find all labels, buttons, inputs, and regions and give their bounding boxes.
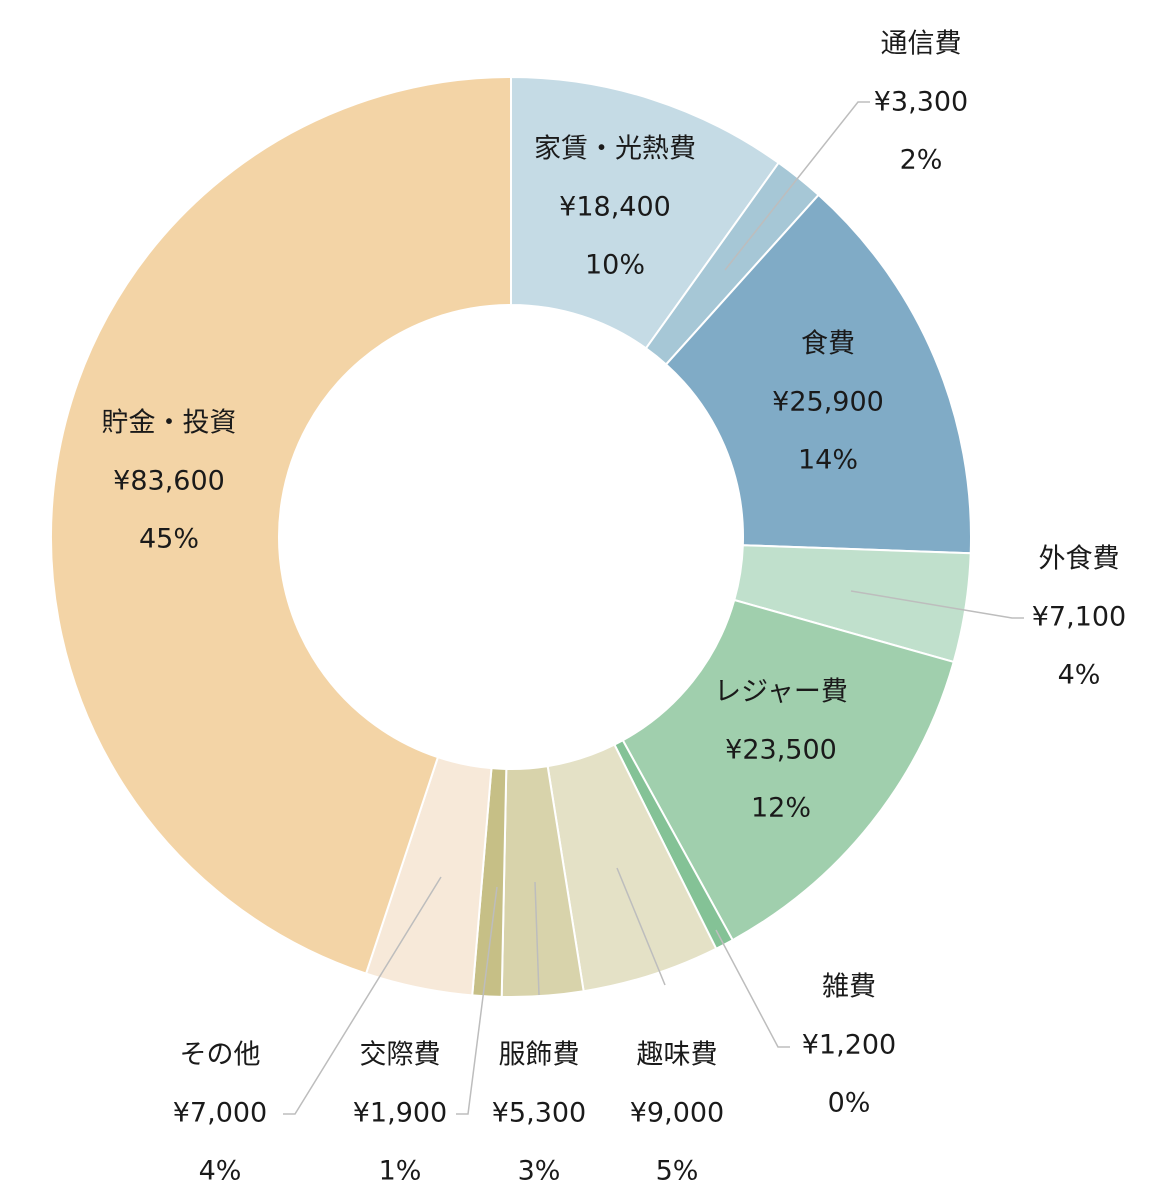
slice-percent-label: 2% <box>900 145 943 176</box>
slice-3 <box>665 193 972 555</box>
slice-percent-label: 14% <box>798 445 858 476</box>
slice-name-label: 貯金・投資 <box>102 408 237 439</box>
slice-name-label: 外食費 <box>1039 544 1120 575</box>
leader-line-10 <box>283 876 442 1115</box>
slice-value-label: ¥3,300 <box>874 87 968 118</box>
slice-name-label: 服飾費 <box>499 1040 580 1071</box>
slice-name-label: レジャー費 <box>714 677 848 708</box>
slice-value-label: ¥7,000 <box>173 1098 267 1129</box>
leader-line-2 <box>724 101 870 271</box>
slice-percent-label: 0% <box>828 1088 871 1119</box>
slice-percent-label: 3% <box>518 1156 561 1187</box>
slice-name-label: 交際費 <box>360 1040 441 1071</box>
slice-name-label: 趣味費 <box>637 1040 718 1071</box>
slice-name-label: その他 <box>180 1040 261 1071</box>
slice-percent-label: 4% <box>1058 660 1101 691</box>
slice-percent-label: 12% <box>751 793 811 824</box>
slice-name-label: 家賃・光熱費 <box>534 134 696 165</box>
slice-name-label: 雑費 <box>822 972 876 1003</box>
slice-value-label: ¥9,000 <box>630 1098 724 1129</box>
slice-value-label: ¥23,500 <box>725 735 837 766</box>
leader-lines-group <box>283 101 1024 1115</box>
slice-percent-label: 1% <box>379 1156 422 1187</box>
leader-line-9 <box>456 886 498 1115</box>
slice-percent-label: 10% <box>585 250 645 281</box>
leader-line-4 <box>850 590 1024 619</box>
slice-value-label: ¥1,200 <box>802 1030 896 1061</box>
slice-percent-label: 45% <box>139 524 199 555</box>
slice-value-label: ¥25,900 <box>772 387 884 418</box>
slice-value-label: ¥18,400 <box>559 192 671 223</box>
leader-line-7 <box>616 867 666 986</box>
slice-value-label: ¥83,600 <box>113 466 225 497</box>
leader-line-6 <box>715 929 790 1048</box>
slice-value-label: ¥5,300 <box>492 1098 586 1129</box>
slice-value-label: ¥1,900 <box>353 1098 447 1129</box>
slice-11 <box>50 76 512 975</box>
labels-group: 家賃・光熱費 ¥18,400 10% 通信費 ¥3,300 2% 食費 ¥25,900 14% 外… <box>102 29 1127 1187</box>
leader-line-8 <box>534 881 540 996</box>
slice-5 <box>621 599 955 942</box>
slice-percent-label: 5% <box>656 1156 699 1187</box>
slices-group <box>50 76 972 998</box>
slice-name-label: 通信費 <box>881 29 962 60</box>
slice-value-label: ¥7,100 <box>1032 602 1126 633</box>
slice-percent-label: 4% <box>199 1156 242 1187</box>
slice-name-label: 食費 <box>801 329 855 360</box>
